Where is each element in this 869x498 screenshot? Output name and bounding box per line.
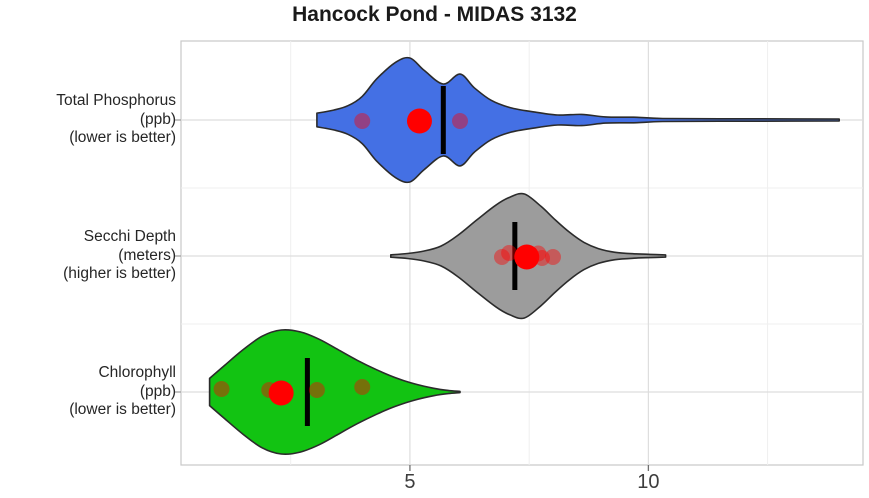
category-label-line: (ppb) bbox=[139, 382, 176, 400]
category-label-line: (higher is better) bbox=[63, 265, 176, 282]
category-label-line: (ppb) bbox=[139, 110, 176, 128]
x-tick-label: 10 bbox=[637, 471, 659, 493]
x-tick-label: 5 bbox=[404, 471, 415, 493]
median-line-chlorophyll bbox=[304, 358, 310, 426]
violin-chlorophyll bbox=[208, 328, 461, 456]
category-label-line: (lower is better) bbox=[69, 129, 176, 146]
category-label-line: (meters) bbox=[118, 246, 176, 264]
category-label-total-phosphorus: Total Phosphorus (ppb) (lower is better) bbox=[0, 92, 176, 148]
category-label-chlorophyll: Chlorophyll (ppb) (lower is better) bbox=[0, 364, 176, 420]
observation-point-secchi-depth bbox=[493, 249, 510, 265]
observation-point-chlorophyll bbox=[354, 379, 371, 395]
median-line-total-phosphorus bbox=[440, 86, 446, 154]
category-label-line: Total Phosphorus bbox=[56, 92, 176, 109]
mean-point-secchi-depth bbox=[514, 244, 540, 270]
category-label-line: Secchi Depth bbox=[83, 228, 176, 245]
observation-point-total-phosphorus bbox=[452, 113, 468, 129]
observation-point-secchi-depth bbox=[545, 249, 561, 265]
mean-point-total-phosphorus bbox=[406, 108, 432, 134]
violin-total-phosphorus bbox=[316, 56, 840, 184]
observation-point-chlorophyll bbox=[213, 381, 230, 397]
category-label-secchi-depth: Secchi Depth (meters) (higher is better) bbox=[0, 228, 176, 284]
category-label-line: (lower is better) bbox=[69, 401, 176, 418]
chart-title: Hancock Pond - MIDAS 3132 bbox=[292, 3, 577, 26]
observation-point-chlorophyll bbox=[308, 382, 325, 398]
mean-point-chlorophyll bbox=[268, 380, 294, 406]
observation-point-total-phosphorus bbox=[354, 113, 371, 129]
category-label-line: Chlorophyll bbox=[98, 364, 176, 381]
observation-point-secchi-depth bbox=[501, 245, 518, 261]
